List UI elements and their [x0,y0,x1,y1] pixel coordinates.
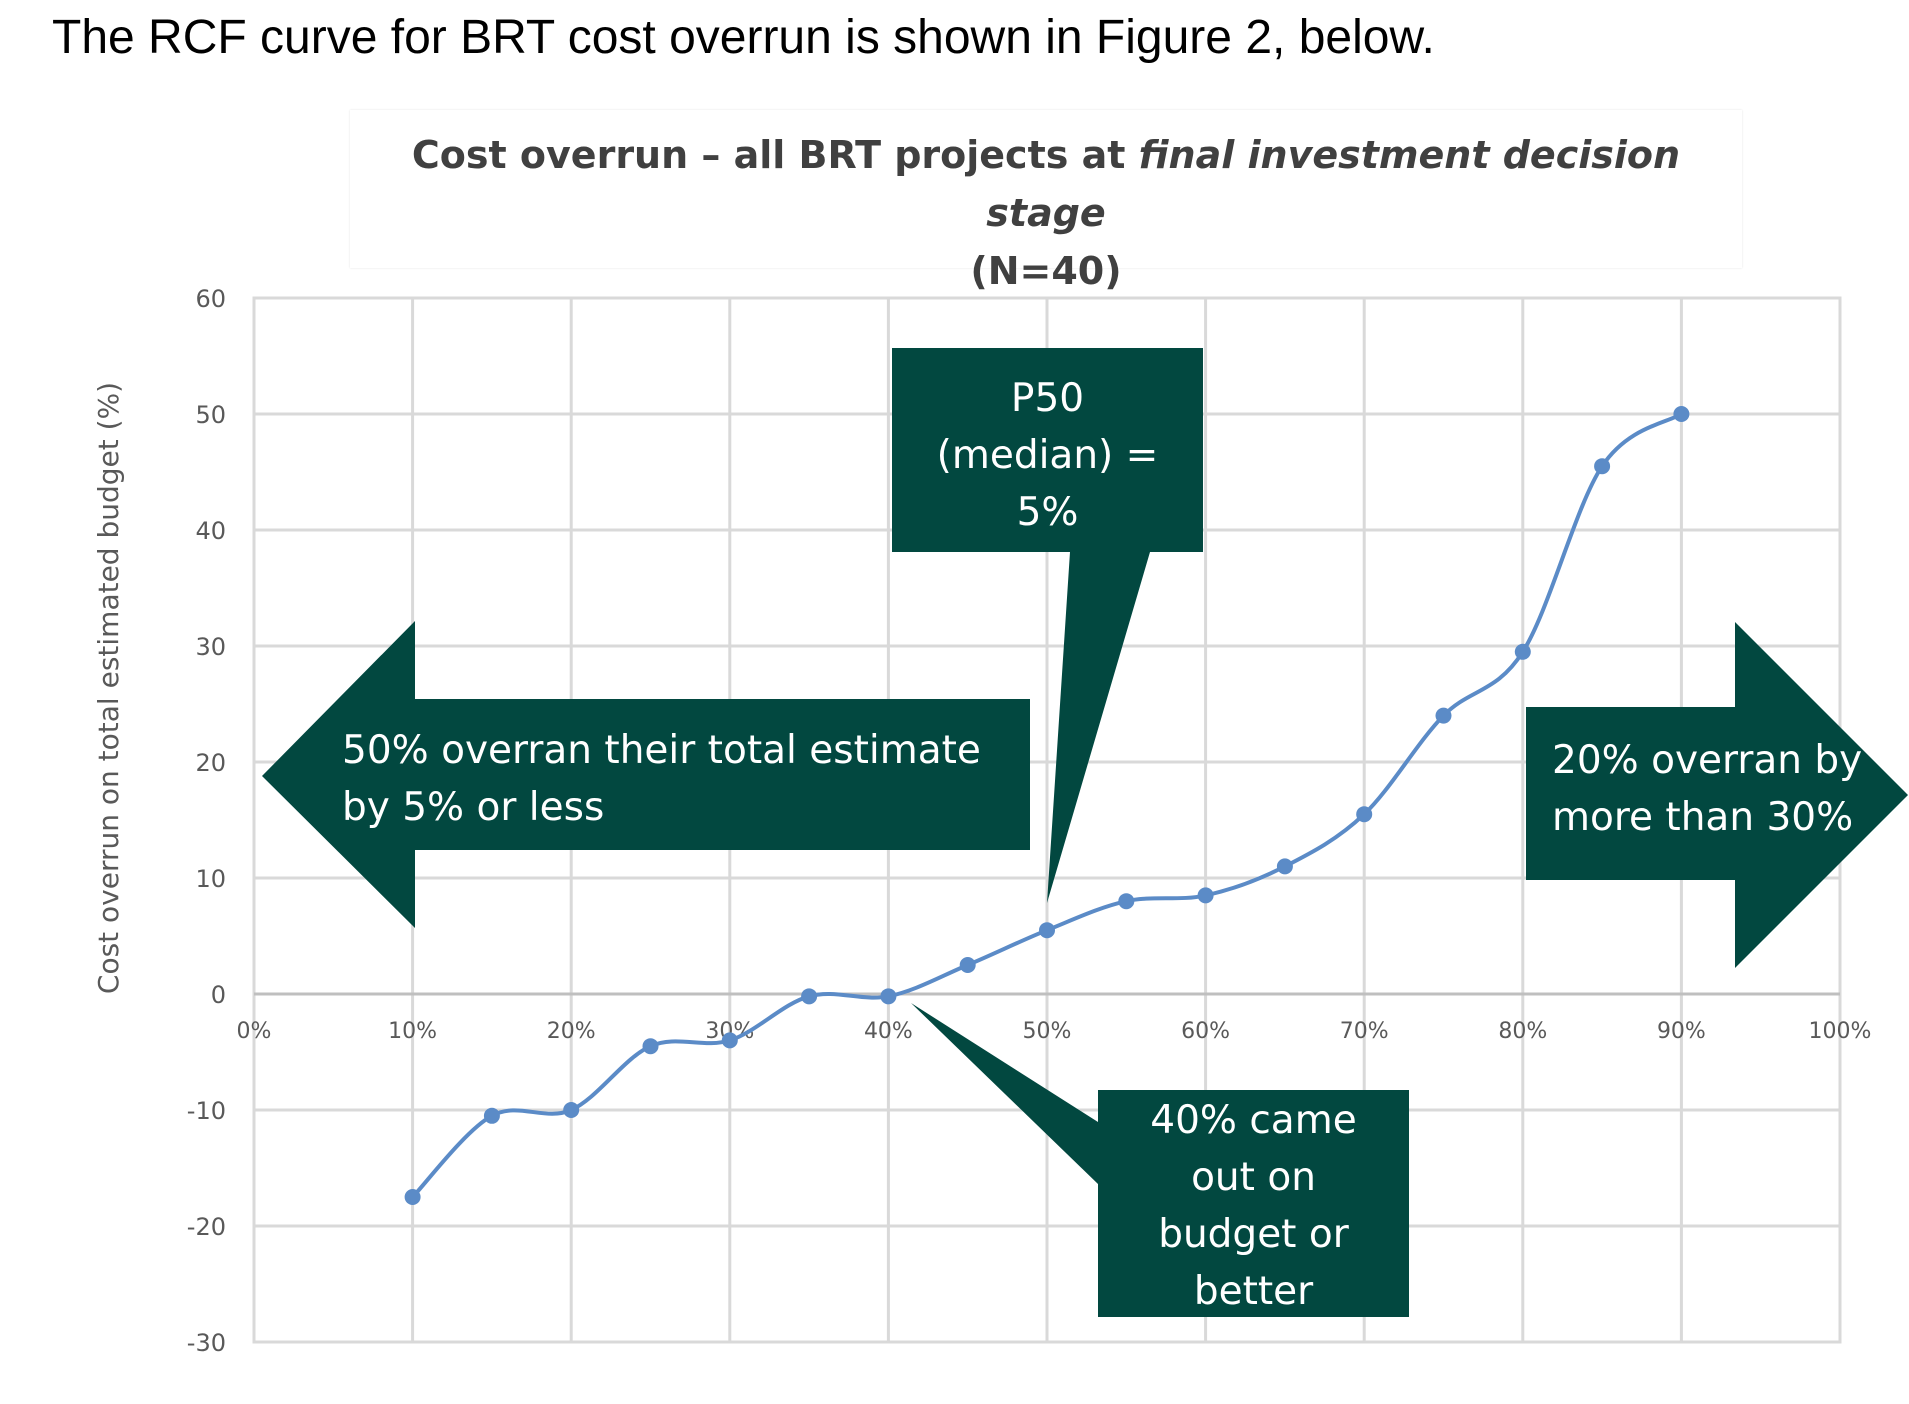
data-point [1118,893,1135,910]
data-point [404,1189,421,1205]
chart-title: Cost overrun – all BRT projects at final… [350,126,1742,300]
data-point [563,1102,580,1118]
data-point [1276,858,1293,875]
x-tick-label: 100% [1809,1019,1872,1044]
y-tick-label: 30 [195,633,226,661]
chart-title-italic: final investment decision stage [986,133,1681,235]
left-arrow-text: 50% overran their total estimate by 5% o… [342,722,1032,836]
chart-title-main: Cost overrun – all BRT projects at [411,133,1126,177]
x-tick-label: 60% [1181,1019,1230,1044]
series-line [411,412,1683,1199]
y-tick-label: -10 [187,1097,226,1125]
x-tick-label: 90% [1657,1019,1706,1044]
y-tick-label: 20 [195,749,226,777]
p50-callout-box [892,348,1203,903]
y-tick-label: -30 [187,1329,226,1357]
p50-line-3: 5% [1016,490,1079,535]
left-arrow-callout [262,621,1030,928]
data-point [483,1107,500,1124]
p50-callout-text: P50 (median) = 5% [892,370,1203,541]
y-tick-label: 10 [195,865,226,893]
x-tick-label: 10% [388,1019,437,1044]
chart-title-n: (N=40) [970,249,1122,293]
data-point [1039,922,1055,939]
bottom-line-4: better [1193,1269,1314,1314]
data-point [1673,406,1690,422]
y-tick-label: 60 [195,285,226,313]
data-point [1594,458,1611,475]
data-point [1435,707,1452,724]
y-tick-label: 40 [195,517,226,545]
data-point [1356,806,1373,823]
chart-title-box: Cost overrun – all BRT projects at final… [350,110,1742,293]
bottom-callout-box [911,1003,1409,1317]
callout-shapes [262,348,1908,1317]
y-tick-label: 0 [211,981,226,1009]
data-layer: 0% 10% 20% 30% 40% 50% 60% 70% 80% 90% 100% [237,406,1872,1205]
x-tick-label: 20% [547,1019,596,1044]
p50-line-2: (median) = [936,433,1159,478]
data-point [959,957,976,973]
y-axis-label: Cost overrun on total estimated budget (… [92,382,125,994]
p50-line-1: P50 [1010,376,1085,421]
bottom-line-3: budget or [1158,1212,1349,1257]
intro-paragraph: The RCF curve for BRT cost overrun is sh… [52,11,1435,64]
right-arrow-text: 20% overran by more than 30% [1552,732,1892,846]
right-arrow-line-1: 20% overran by [1552,738,1863,783]
y-tick-label: 50 [195,401,226,429]
x-tick-label: 40% [864,1019,913,1044]
left-arrow-line-1: 50% overran their total estimate [342,728,981,773]
left-arrow-line-2: by 5% or less [342,785,605,830]
bottom-callout-text: 40% came out on budget or better [1098,1092,1409,1320]
x-tick-label: 0% [237,1019,272,1044]
data-point [1514,643,1531,660]
x-tick-label: 50% [1023,1019,1072,1044]
x-tick-label: 80% [1498,1019,1547,1044]
bottom-line-1: 40% came [1150,1098,1357,1143]
y-tick-label: -20 [187,1213,226,1241]
data-point [880,988,897,1005]
data-point [642,1038,659,1055]
data-point [801,988,818,1005]
x-tick-label: 70% [1340,1019,1389,1044]
bottom-line-2: out on [1191,1155,1316,1200]
data-point [721,1032,738,1049]
right-arrow-callout [1526,622,1908,968]
data-point [1197,887,1214,904]
right-arrow-line-2: more than 30% [1552,795,1854,840]
